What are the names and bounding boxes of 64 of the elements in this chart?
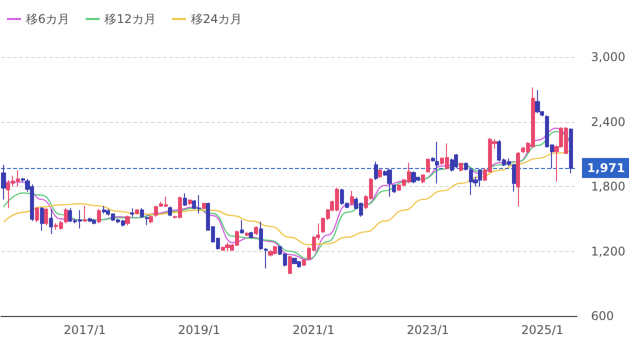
x-tick-label: 2021/1 bbox=[292, 323, 335, 337]
candlestick bbox=[88, 217, 92, 223]
candlestick bbox=[202, 202, 206, 210]
ref-line-label: 1,971 bbox=[587, 161, 625, 176]
candlestick bbox=[64, 208, 68, 224]
y-tick-label: 3,000 bbox=[591, 50, 626, 64]
legend-label: 移12カ月 bbox=[104, 12, 156, 26]
candlestick bbox=[240, 220, 244, 234]
candlestick bbox=[1, 164, 6, 200]
x-tick-label: 2023/1 bbox=[406, 323, 450, 337]
candlestick bbox=[426, 158, 430, 173]
candlestick bbox=[97, 208, 101, 224]
x-tick-label: 2017/1 bbox=[64, 323, 106, 337]
candlestick bbox=[268, 250, 273, 258]
candlestick bbox=[130, 208, 134, 218]
candlestick bbox=[149, 215, 153, 224]
candlestick bbox=[450, 158, 454, 172]
candlestick bbox=[102, 206, 106, 214]
legend-label: 移24カ月 bbox=[190, 12, 242, 26]
legend-label: 移6カ月 bbox=[26, 12, 70, 26]
candlestick bbox=[421, 174, 425, 184]
candlestick bbox=[21, 177, 25, 183]
candlestick bbox=[378, 168, 382, 178]
candlestick bbox=[188, 198, 192, 206]
x-tick-label: 2025/1 bbox=[521, 323, 564, 337]
candlestick bbox=[83, 206, 87, 222]
candlestick bbox=[374, 161, 378, 181]
y-tick-label: 1,200 bbox=[591, 244, 626, 258]
candlestick bbox=[292, 257, 297, 265]
candlestick bbox=[49, 208, 53, 235]
candlestick bbox=[154, 205, 158, 218]
candlestick bbox=[516, 151, 520, 208]
candlestick bbox=[459, 162, 463, 172]
candlestick bbox=[387, 168, 392, 198]
candlestick bbox=[140, 208, 144, 218]
candlestick bbox=[145, 216, 149, 226]
candlestick bbox=[35, 206, 39, 223]
candlestick bbox=[454, 154, 458, 169]
y-tick-label: 2,400 bbox=[591, 114, 626, 129]
candlestick bbox=[435, 141, 439, 184]
candlestick bbox=[302, 258, 306, 266]
candlestick bbox=[168, 206, 172, 217]
line-series bbox=[2, 150, 572, 246]
candlestick bbox=[259, 221, 263, 251]
candlestick bbox=[350, 190, 354, 206]
candlestick bbox=[249, 231, 253, 239]
candlestick bbox=[392, 184, 396, 194]
candlestick bbox=[535, 90, 540, 114]
candlestick bbox=[44, 208, 48, 226]
candlestick bbox=[254, 226, 258, 236]
candlestick bbox=[225, 242, 230, 252]
candlestick bbox=[288, 255, 292, 274]
candlestick bbox=[245, 231, 249, 237]
candlestick bbox=[92, 218, 96, 225]
y-tick-label: 1,800 bbox=[591, 180, 626, 194]
candlestick bbox=[569, 128, 573, 174]
y-tick-label: 600 bbox=[591, 309, 614, 323]
candlestick bbox=[135, 208, 139, 216]
candlestick bbox=[264, 248, 268, 269]
candlestick bbox=[183, 192, 187, 206]
candlestick bbox=[411, 170, 416, 184]
x-tick-label: 2019/1 bbox=[178, 323, 220, 337]
candlestick bbox=[40, 206, 44, 232]
candlestick bbox=[125, 215, 130, 226]
